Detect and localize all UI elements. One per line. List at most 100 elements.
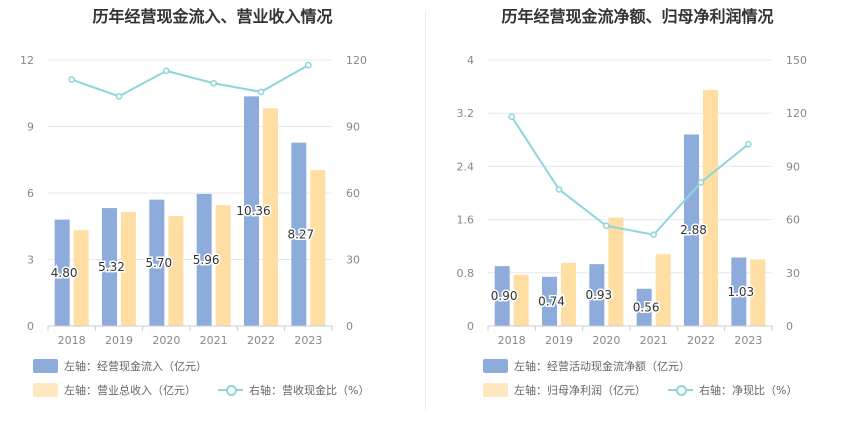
bar-data-label: 0.93	[585, 288, 612, 302]
x-axis-tick-label: 2019	[105, 334, 133, 347]
bar-primary	[636, 288, 652, 326]
bar-data-label: 2.88	[680, 223, 707, 237]
legend-item-right-2[interactable]: 右轴：净现比（%）	[668, 382, 797, 398]
bar-primary	[731, 257, 747, 326]
ratio-point	[508, 113, 516, 121]
bar-primary	[291, 142, 307, 326]
chart-panel-left: 历年经营现金流入、营业收入情况 0 3 6 9 12 0 30 60 90 120 2018 2019…	[20, 7, 369, 398]
bar-secondary	[608, 217, 624, 326]
bar-data-label: 8.27	[287, 227, 314, 241]
chart-title-right: 历年经营现金流净额、归母净利润情况	[501, 7, 774, 26]
ratio-point	[744, 140, 752, 148]
left-axis-tick-label: 0	[467, 320, 474, 333]
left-axis-tick-label: 9	[27, 121, 34, 134]
left-axis-tick-label: 0.8	[457, 267, 475, 280]
legend-label: 左轴：经营现金流入（亿元）	[64, 360, 207, 373]
right-axis-tick-label: 120	[786, 107, 807, 120]
legend-label: 左轴：归母净利润（亿元）	[514, 384, 646, 397]
bar-primary	[542, 276, 557, 326]
right-axis-tick-label: 150	[786, 54, 807, 67]
left-axis-tick-label: 12	[20, 54, 34, 67]
x-axis-tick-label: 2022	[247, 334, 275, 347]
bar-primary	[54, 219, 70, 326]
ratio-point	[555, 186, 563, 193]
right-axis-tick-label: 0	[346, 320, 353, 333]
bar-data-label: 0.56	[633, 300, 660, 314]
x-axis-tick-label: 2018	[498, 334, 526, 347]
chart-title-left: 历年经营现金流入、营业收入情况	[92, 7, 333, 26]
bar-primary	[149, 199, 165, 326]
x-axis-tick-label: 2023	[294, 334, 322, 347]
right-axis-tick-label: 90	[346, 121, 360, 134]
legend-item-left-0[interactable]: 左轴：经营现金流入（亿元）	[33, 358, 207, 374]
left-axis-tick-label: 1.6	[457, 214, 475, 227]
ratio-point	[68, 76, 76, 83]
x-axis-tick-label: 2018	[58, 334, 86, 347]
ratio-line	[71, 64, 309, 98]
bar-data-label: 1.03	[727, 285, 754, 299]
bar-primary	[684, 134, 699, 326]
bar-secondary	[121, 212, 136, 326]
x-axis-tick-label: 2020	[152, 334, 180, 347]
legend-label: 左轴：营业总收入（亿元）	[64, 384, 196, 397]
legend-swatch-line	[668, 383, 693, 397]
left-axis-tick-label: 3	[27, 254, 34, 267]
bar-secondary	[655, 254, 671, 326]
bar-secondary	[73, 230, 89, 326]
legend-swatch-bar-blue	[33, 359, 58, 373]
ratio-point	[602, 222, 610, 230]
bar-secondary	[168, 216, 184, 326]
right-axis-tick-label: 30	[786, 267, 800, 280]
bar-secondary	[263, 108, 278, 326]
right-axis-tick-label: 60	[786, 214, 800, 227]
bar-data-label: 0.90	[491, 289, 518, 303]
legend-swatch-bar-orange	[483, 383, 508, 397]
bar-secondary	[703, 89, 718, 326]
legend-item-left-2[interactable]: 右轴：营收现金比（%）	[218, 382, 369, 398]
x-axis-tick-label: 2022	[687, 334, 715, 347]
bar-primary	[196, 193, 212, 326]
x-axis-tick-label: 2019	[545, 334, 573, 347]
bar-secondary	[561, 262, 576, 326]
legend-label: 右轴：净现比（%）	[699, 384, 798, 397]
right-axis-tick-label: 90	[786, 160, 800, 173]
bar-data-label: 0.74	[538, 294, 565, 308]
legend-label: 右轴：营收现金比（%）	[249, 384, 370, 397]
chart-svg-right: 0 0.8 1.6 2.4 3.2 4 0 30 60 90 120 150 2018 2019 2020 2…	[457, 54, 808, 347]
legend-swatch-bar-orange	[33, 383, 58, 397]
legend-swatch-bar-blue	[483, 359, 508, 373]
x-axis-tick-label: 2023	[734, 334, 762, 347]
bar-data-label: 5.32	[98, 260, 125, 274]
ratio-point	[650, 231, 658, 239]
bar-secondary	[215, 205, 231, 326]
ratio-point	[162, 67, 170, 75]
right-axis-tick-label: 30	[346, 254, 360, 267]
legend-item-left-1[interactable]: 左轴：营业总收入（亿元）	[33, 382, 196, 398]
ratio-point	[697, 179, 705, 186]
bar-data-label: 5.96	[193, 253, 220, 267]
x-axis-tick-label: 2021	[640, 334, 668, 347]
legend-label: 左轴：经营活动现金流净额（亿元）	[514, 360, 690, 373]
legend-item-right-0[interactable]: 左轴：经营活动现金流净额（亿元）	[483, 358, 690, 374]
bar-secondary	[750, 259, 766, 326]
bar-data-label: 5.70	[145, 256, 172, 270]
bar-secondary	[513, 274, 529, 326]
left-axis-tick-label: 3.2	[457, 107, 475, 120]
bar-primary	[589, 264, 605, 326]
left-axis-tick-label: 0	[27, 320, 34, 333]
bar-secondary	[310, 170, 326, 326]
left-axis-tick-label: 6	[27, 187, 34, 200]
right-axis-tick-label: 60	[346, 187, 360, 200]
bar-data-label: 10.36	[236, 204, 270, 218]
ratio-point	[210, 79, 218, 87]
ratio-point	[115, 93, 123, 100]
legend-swatch-line	[218, 383, 243, 397]
x-axis-tick-label: 2021	[200, 334, 228, 347]
x-axis-tick-label: 2020	[592, 334, 620, 347]
bar-primary	[102, 208, 117, 326]
chart-panel-right: 历年经营现金流净额、归母净利润情况 0 0.8 1.6 2.4 3.2 4 0 30 60 90 1…	[425, 0, 850, 437]
legend-item-right-1[interactable]: 左轴：归母净利润（亿元）	[483, 382, 646, 398]
bar-primary	[494, 266, 510, 326]
ratio-point	[257, 88, 265, 96]
